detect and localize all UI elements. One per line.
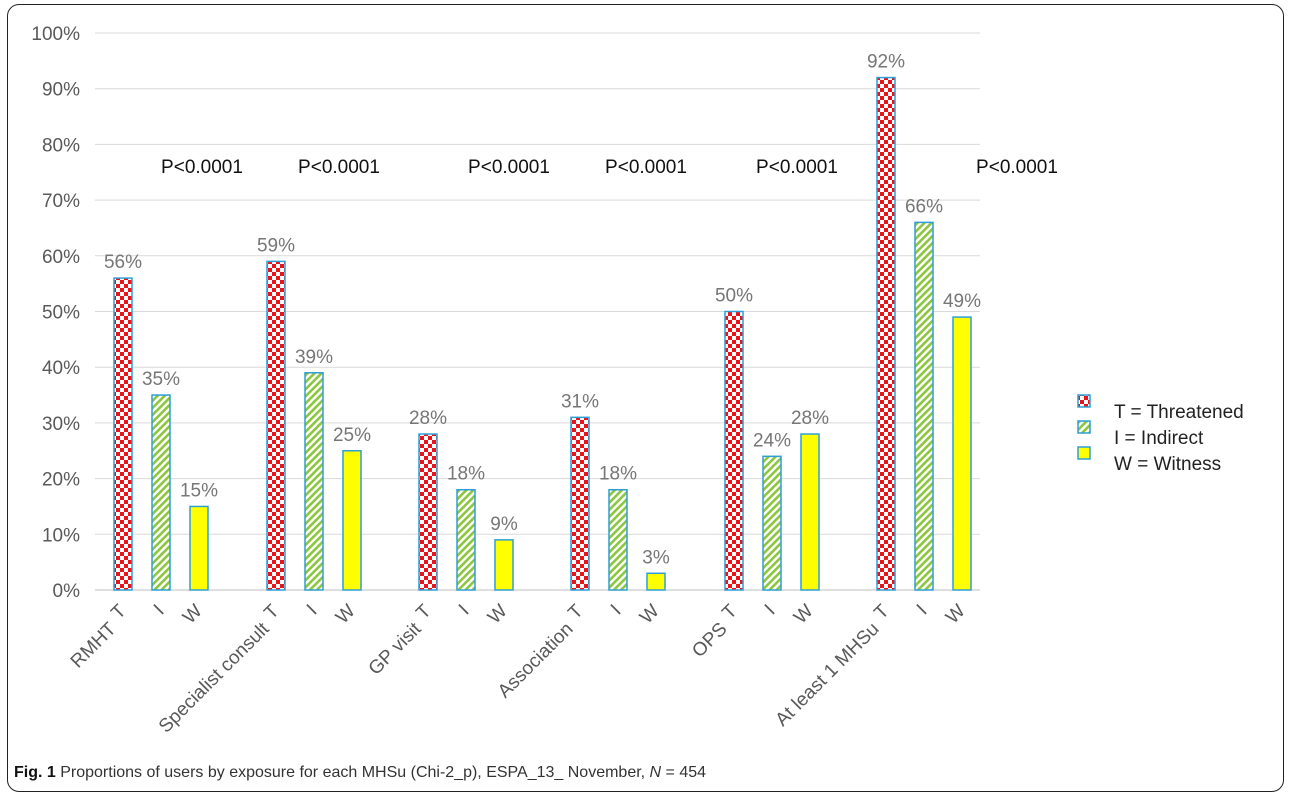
caption-n-value: = 454 (661, 764, 707, 781)
p-values: P<0.0001 P<0.0001 P<0.0001 P<0.0001 P<0.0001… (161, 157, 1058, 178)
x-tick-label: W (790, 601, 818, 629)
data-label: 31% (561, 391, 599, 412)
p-value-label: P<0.0001 (756, 157, 838, 178)
legend-swatch-w (1077, 446, 1091, 460)
x-tick-label: T (870, 600, 893, 623)
bar-w (952, 316, 972, 591)
bar-w (494, 539, 514, 591)
category-label: RMHT (67, 618, 121, 672)
gridlines (95, 32, 980, 591)
data-label: 28% (409, 408, 447, 429)
p-value-label: P<0.0001 (161, 157, 243, 178)
p-value-label: P<0.0001 (468, 157, 550, 178)
x-tick-label: W (332, 601, 360, 629)
y-tick-label: 20% (42, 470, 80, 491)
y-tick-label: 30% (42, 414, 80, 435)
x-tick-label: I (455, 601, 474, 620)
y-tick-label: 10% (42, 525, 80, 546)
y-tick-label: 70% (42, 191, 80, 212)
bar-w (342, 450, 362, 591)
y-tick-label: 60% (42, 247, 80, 268)
data-label: 56% (104, 252, 142, 273)
bar-w (189, 505, 209, 591)
y-tick-label: 80% (42, 135, 80, 156)
data-labels: 56% 35% 15% 59% 39% 25% 28% 18% 9% 31% 18% 3% 50% 24%… (104, 52, 981, 569)
bar-t (724, 310, 744, 591)
x-tick-label: W (484, 601, 512, 629)
caption-fig-label: Fig. 1 (14, 764, 56, 781)
y-tick-label: 90% (42, 80, 80, 101)
data-label: 92% (867, 52, 905, 73)
data-label: 50% (715, 286, 753, 307)
legend-label: T = Threatened (1114, 402, 1244, 423)
bar-t (418, 433, 438, 591)
bar-t (570, 416, 590, 591)
data-label: 59% (257, 235, 295, 256)
bar-w (646, 572, 666, 591)
bar-i (608, 488, 628, 591)
figure-frame (7, 4, 1284, 792)
x-tick-label: W (636, 601, 664, 629)
p-value-label: P<0.0001 (298, 157, 380, 178)
x-tick-label: W (942, 601, 970, 629)
category-label: Specialist consult (155, 618, 274, 737)
legend-label: W = Witness (1114, 454, 1221, 475)
legend-swatch-i (1077, 420, 1091, 434)
data-label: 3% (642, 547, 670, 568)
bar-i (151, 394, 171, 591)
x-tick-label: T (412, 600, 435, 623)
bar-i (304, 372, 324, 591)
data-label: 24% (753, 430, 791, 451)
category-label: OPS (688, 619, 731, 662)
category-label: GP visit (365, 618, 426, 679)
y-tick-label: 0% (53, 581, 81, 602)
x-tick-label: I (913, 601, 932, 620)
x-tick-label: I (761, 601, 780, 620)
bar-t (876, 76, 896, 591)
caption-text: Proportions of users by exposure for eac… (55, 764, 650, 781)
legend-label: I = Indirect (1114, 428, 1204, 449)
y-tick-label: 100% (31, 24, 80, 45)
data-label: 18% (599, 464, 637, 485)
bar-t (266, 260, 286, 591)
data-label: 25% (333, 425, 371, 446)
x-tick-label: T (107, 600, 130, 623)
y-tick-label: 50% (42, 303, 80, 324)
bar-w (800, 433, 820, 591)
data-label: 28% (791, 408, 829, 429)
x-tick-label: I (607, 601, 626, 620)
data-label: 49% (943, 291, 981, 312)
p-value-label: P<0.0001 (605, 157, 687, 178)
bar-i (914, 221, 934, 591)
x-tick-label: T (718, 600, 741, 623)
x-tick-label: I (150, 601, 169, 620)
x-tick-label: W (179, 601, 207, 629)
data-label: 9% (490, 514, 518, 535)
y-tick-label: 40% (42, 358, 80, 379)
data-label: 66% (905, 196, 943, 217)
data-label: 39% (295, 347, 333, 368)
bar-i (762, 455, 782, 591)
data-label: 35% (142, 369, 180, 390)
x-tick-label: T (260, 600, 283, 623)
caption-n-symbol: N (649, 764, 662, 781)
bar-i (456, 488, 476, 591)
y-axis: 0% 10% 20% 30% 40% 50% 60% 70% 80% 90% 100% (31, 24, 80, 602)
p-value-label: P<0.0001 (976, 157, 1058, 178)
category-label: Association (494, 619, 578, 703)
data-label: 15% (180, 480, 218, 501)
x-tick-label: T (564, 600, 587, 623)
legend-swatch-t (1077, 394, 1091, 408)
data-label: 18% (447, 464, 485, 485)
bar-t (113, 277, 133, 591)
legend: T = Threatened I = Indirect W = Witness (1077, 394, 1244, 475)
x-tick-label: I (303, 601, 322, 620)
figure-caption: Fig. 1 Proportions of users by exposure … (14, 764, 706, 782)
category-label: At least 1 MHSu (772, 619, 884, 731)
bars (113, 76, 972, 591)
